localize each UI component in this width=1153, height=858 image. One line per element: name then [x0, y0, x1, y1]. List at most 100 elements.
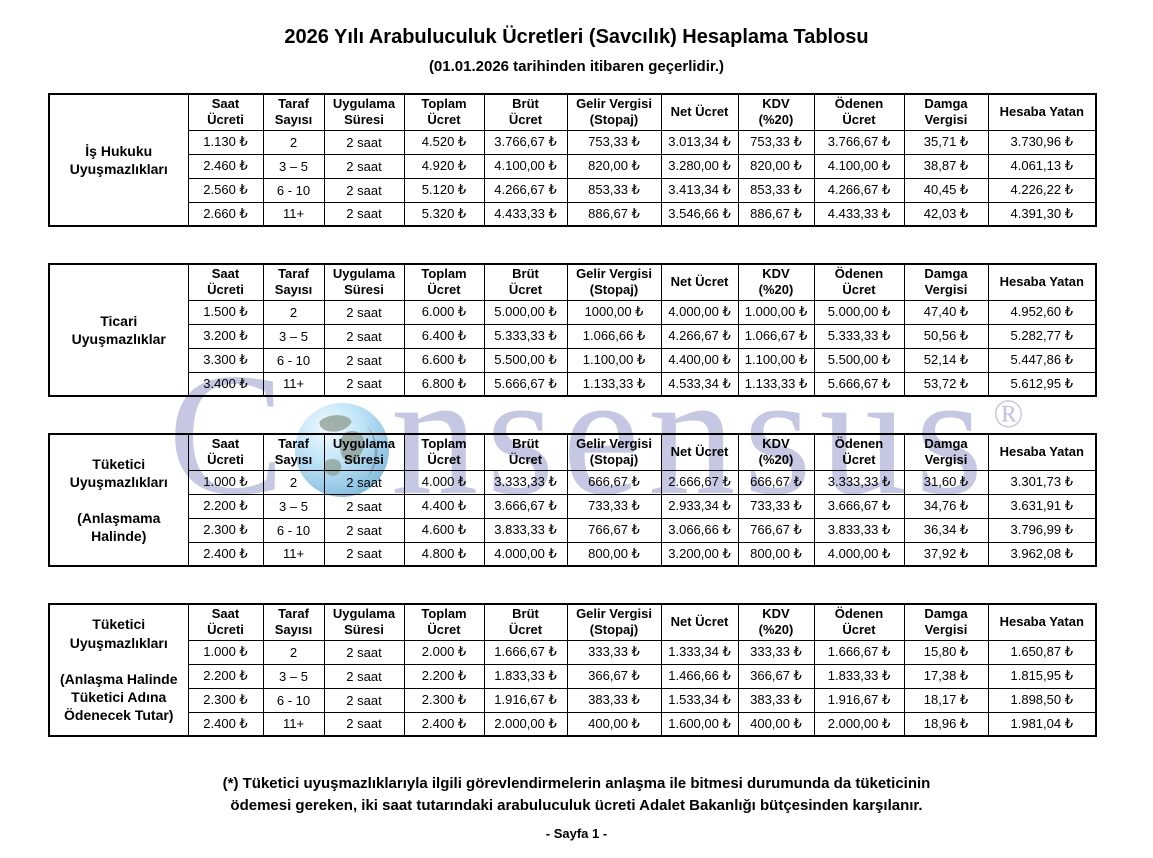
column-header-10: Hesaba Yatan [987, 263, 1097, 301]
column-header-4: Brüt Ücret [483, 93, 568, 131]
header-row: Tüketici Uyuşmazlıkları (Anlaşmama Halin… [48, 433, 1097, 567]
table-cell: 753,33 ₺ [737, 129, 815, 155]
table-cell: 6.800 ₺ [403, 371, 485, 397]
table-cell: 3.013,34 ₺ [660, 129, 739, 155]
column-header-0: Saat Ücreti [187, 93, 264, 131]
table-cell: 1.133,33 ₺ [737, 371, 815, 397]
table-row-0: 1.000 ₺ 2 2 saat 2.000 ₺ 1.666,67 ₺ 333,33 ₺ 1… [49, 639, 1097, 665]
table-cell: 3.766,67 ₺ [813, 129, 905, 155]
table-cell: 11+ [262, 201, 325, 227]
table-cell: 1.981,04 ₺ [987, 711, 1097, 737]
table-cell: 38,87 ₺ [903, 153, 989, 179]
table-cell: 3.546,66 ₺ [660, 201, 739, 227]
table-cell: 800,00 ₺ [737, 541, 815, 567]
column-header-2: Uygulama Süresi [323, 433, 405, 471]
table-cell: 37,92 ₺ [903, 541, 989, 567]
column-header-3: Toplam Ücret [403, 603, 485, 641]
table-row-0: 1.130 ₺ 2 2 saat 4.520 ₺ 3.766,67 ₺ 753,33 ₺ 3… [49, 129, 1097, 155]
table-cell: 733,33 ₺ [737, 493, 815, 519]
table-cell: 6.600 ₺ [403, 347, 485, 373]
table-cell: 1.833,33 ₺ [483, 663, 568, 689]
table-cell: 3.833,33 ₺ [483, 517, 568, 543]
header-row: Tüketici Uyuşmazlıkları (Anlaşma Halinde… [48, 603, 1097, 737]
table-cell: 3 – 5 [262, 153, 325, 179]
table-cell: 3 – 5 [262, 323, 325, 349]
table-cell: 886,67 ₺ [737, 201, 815, 227]
table-cell: 2.460 ₺ [187, 153, 264, 179]
table-cell: 766,67 ₺ [737, 517, 815, 543]
table-cell: 1.000 ₺ [187, 639, 264, 665]
table-cell: 3.200 ₺ [187, 323, 264, 349]
footnote-line2: ödemesi gereken, iki saat tutarındaki ar… [230, 796, 923, 814]
table-cell: 6 - 10 [262, 687, 325, 713]
table-cell: 3.400 ₺ [187, 371, 264, 397]
table-cell: 6 - 10 [262, 347, 325, 373]
table-cell: 3.333,33 ₺ [483, 469, 568, 495]
table-cell: 853,33 ₺ [566, 177, 662, 203]
table-cell: 3 – 5 [262, 663, 325, 689]
column-header-7: KDV (%20) [737, 263, 815, 301]
table-cell: 1.916,67 ₺ [483, 687, 568, 713]
table-cell: 2 saat [323, 687, 405, 713]
table-cell: 4.800 ₺ [403, 541, 485, 567]
column-header-8: Ödenen Ücret [813, 93, 905, 131]
table-cell: 2 [262, 639, 325, 665]
column-header-0: Saat Ücreti [187, 603, 264, 641]
table-cell: 400,00 ₺ [566, 711, 662, 737]
table-cell: 11+ [262, 371, 325, 397]
table-cell: 2.300 ₺ [187, 517, 264, 543]
table-cell: 1.898,50 ₺ [987, 687, 1097, 713]
table-cell: 3.766,67 ₺ [483, 129, 568, 155]
table-cell: 5.120 ₺ [403, 177, 485, 203]
table-cell: 4.100,00 ₺ [813, 153, 905, 179]
table-cell: 3.300 ₺ [187, 347, 264, 373]
table-cell: 6.400 ₺ [403, 323, 485, 349]
table-label-is-hukuku: İş Hukuku Uyuşmazlıkları [48, 93, 189, 227]
column-header-2: Uygulama Süresi [323, 603, 405, 641]
table-cell: 6.000 ₺ [403, 299, 485, 325]
table-cell: 17,38 ₺ [903, 663, 989, 689]
column-header-1: Taraf Sayısı [262, 263, 325, 301]
table-cell: 5.333,33 ₺ [813, 323, 905, 349]
table-cell: 1.130 ₺ [187, 129, 264, 155]
column-header-7: KDV (%20) [737, 433, 815, 471]
fee-table-tuketici-anlasmama: Tüketici Uyuşmazlıkları (Anlaşmama Halin… [48, 433, 1097, 567]
table-cell: 2 saat [323, 129, 405, 155]
registered-trademark-icon: ® [993, 391, 1024, 436]
fee-table-ticari: Ticari Uyuşmazlıklar Saat Ücreti Taraf Say… [48, 263, 1097, 397]
page-subtitle: (01.01.2026 tarihinden itibaren geçerlid… [428, 58, 725, 75]
fee-table-tuketici-anlasma: Tüketici Uyuşmazlıkları (Anlaşma Halinde… [48, 603, 1097, 737]
column-header-9: Damga Vergisi [903, 603, 989, 641]
table-cell: 1.333,34 ₺ [660, 639, 739, 665]
table-cell: 3.730,96 ₺ [987, 129, 1097, 155]
column-header-0: Saat Ücreti [187, 433, 264, 471]
column-header-6: Net Ücret [660, 603, 739, 641]
table-cell: 1.133,33 ₺ [566, 371, 662, 397]
table-cell: 2 saat [323, 493, 405, 519]
table-cell: 2.000 ₺ [403, 639, 485, 665]
table-cell: 666,67 ₺ [737, 469, 815, 495]
table-cell: 1.000,00 ₺ [737, 299, 815, 325]
table-cell: 1.666,67 ₺ [813, 639, 905, 665]
column-header-4: Brüt Ücret [483, 433, 568, 471]
table-cell: 4.920 ₺ [403, 153, 485, 179]
table-cell: 2.300 ₺ [403, 687, 485, 713]
table-cell: 2.400 ₺ [403, 711, 485, 737]
table-cell: 1.815,95 ₺ [987, 663, 1097, 689]
table-cell: 36,34 ₺ [903, 517, 989, 543]
table-cell: 3.666,67 ₺ [813, 493, 905, 519]
table-cell: 1.100,00 ₺ [737, 347, 815, 373]
table-cell: 2 saat [323, 299, 405, 325]
table-row-3: 3.400 ₺ 11+ 2 saat 6.800 ₺ 5.666,67 ₺ 1.133,3… [49, 371, 1097, 397]
column-header-9: Damga Vergisi [903, 433, 989, 471]
table-cell: 4.400 ₺ [403, 493, 485, 519]
table-cell: 5.500,00 ₺ [483, 347, 568, 373]
table-cell: 6 - 10 [262, 517, 325, 543]
table-cell: 3.301,73 ₺ [987, 469, 1097, 495]
table-cell: 3 – 5 [262, 493, 325, 519]
table-cell: 4.520 ₺ [403, 129, 485, 155]
table-cell: 383,33 ₺ [566, 687, 662, 713]
page-number: - Sayfa 1 - [545, 825, 608, 841]
column-header-7: KDV (%20) [737, 93, 815, 131]
